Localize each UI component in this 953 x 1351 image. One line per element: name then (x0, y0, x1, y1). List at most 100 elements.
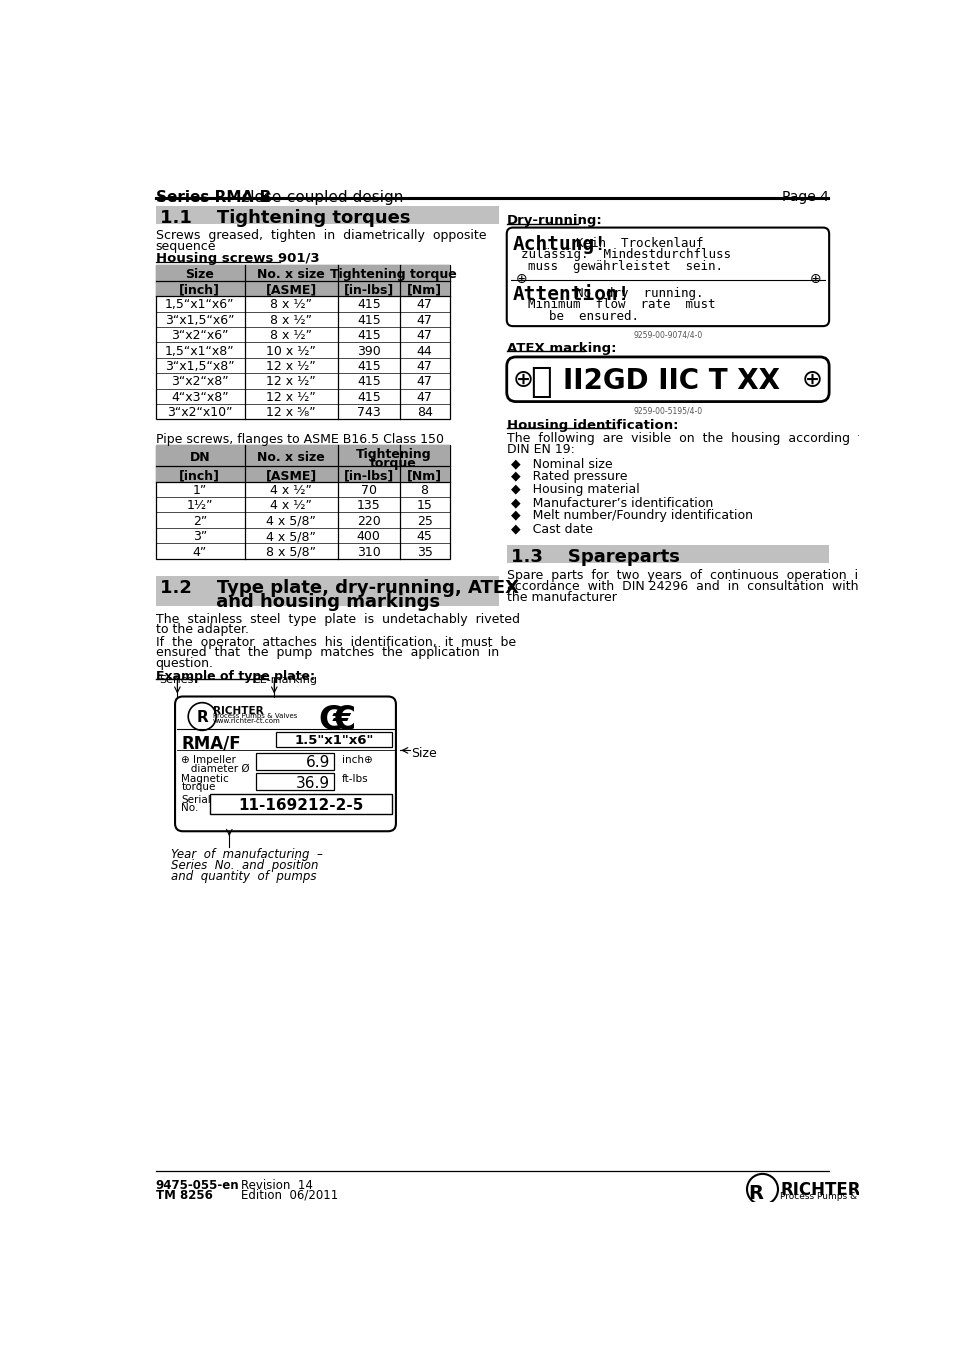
Text: 44: 44 (416, 345, 432, 358)
Text: €: € (332, 704, 355, 738)
Text: 390: 390 (356, 345, 380, 358)
Text: muss  gewährleistet  sein.: muss gewährleistet sein. (528, 259, 722, 273)
Text: 8: 8 (420, 484, 428, 497)
Text: www.richter-ct.com: www.richter-ct.com (213, 719, 280, 724)
Text: 47: 47 (416, 299, 432, 312)
Text: Edition  06/2011: Edition 06/2011 (241, 1189, 337, 1201)
Text: Tightening: Tightening (355, 447, 431, 461)
Text: [Nm]: [Nm] (407, 284, 441, 297)
Text: 4 x ½”: 4 x ½” (270, 500, 312, 512)
Text: 25: 25 (416, 515, 432, 528)
Text: 9259-00-9074/4-0: 9259-00-9074/4-0 (633, 331, 701, 339)
Text: Achtung!: Achtung! (513, 235, 606, 254)
Text: 47: 47 (416, 330, 432, 342)
Text: Housing screws 901/3: Housing screws 901/3 (155, 253, 319, 265)
Text: ⊕: ⊕ (809, 273, 821, 286)
Text: Example of type plate:: Example of type plate: (155, 670, 314, 682)
Text: RMA/F: RMA/F (181, 735, 240, 753)
Bar (155, 444, 450, 559)
Text: ⊕: ⊕ (513, 369, 534, 393)
Bar (155, 576, 498, 607)
Text: Size: Size (411, 747, 436, 759)
Text: 12 x ½”: 12 x ½” (266, 359, 315, 373)
Text: ⊕: ⊕ (801, 369, 822, 393)
Text: and  quantity  of  pumps: and quantity of pumps (171, 870, 316, 882)
Text: 135: 135 (356, 500, 380, 512)
Text: 2”: 2” (193, 515, 207, 528)
Text: [inch]: [inch] (179, 284, 220, 297)
Text: [ASME]: [ASME] (265, 284, 316, 297)
Text: II2GD IIC T XX: II2GD IIC T XX (562, 367, 779, 394)
FancyBboxPatch shape (506, 357, 828, 401)
Text: 47: 47 (416, 313, 432, 327)
Bar (256, 774, 334, 790)
Text: 11-169212-2-5: 11-169212-2-5 (237, 798, 363, 813)
Text: 4 x ½”: 4 x ½” (270, 484, 312, 497)
Text: 1.2    Type plate, dry-running, ATEX: 1.2 Type plate, dry-running, ATEX (160, 580, 518, 597)
Text: 1.5"x1"x6": 1.5"x1"x6" (294, 734, 374, 747)
Bar (275, 732, 392, 747)
Text: ◆   Manufacturer’s identification: ◆ Manufacturer’s identification (510, 496, 712, 509)
Text: ensured  that  the  pump  matches  the  application  in: ensured that the pump matches the applic… (155, 646, 498, 659)
Text: ◆   Rated pressure: ◆ Rated pressure (510, 470, 626, 484)
Text: 8 x ½”: 8 x ½” (270, 313, 312, 327)
Text: Page 4: Page 4 (781, 190, 828, 204)
Text: 70: 70 (360, 484, 376, 497)
Text: 12 x ⁵⁄₈”: 12 x ⁵⁄₈” (266, 407, 315, 419)
Text: RICHTER: RICHTER (780, 1181, 860, 1198)
Text: 12 x ½”: 12 x ½” (266, 376, 315, 388)
Text: ◆   Melt number/Foundry identification: ◆ Melt number/Foundry identification (510, 509, 752, 523)
Text: 8 x ½”: 8 x ½” (270, 330, 312, 342)
Text: Size: Size (185, 269, 214, 281)
Text: Minimum  flow  rate  must: Minimum flow rate must (528, 299, 715, 312)
Text: ft-lbs: ft-lbs (341, 774, 368, 785)
Text: diameter Ø: diameter Ø (181, 763, 250, 774)
Text: No. x size: No. x size (257, 269, 325, 281)
Text: [ASME]: [ASME] (265, 469, 316, 482)
Text: ⧖: ⧖ (530, 365, 551, 400)
Text: R: R (747, 1183, 762, 1202)
Text: ATEX marking:: ATEX marking: (506, 342, 616, 354)
Text: [in-lbs]: [in-lbs] (343, 284, 394, 297)
Text: Housing identification:: Housing identification: (506, 419, 678, 431)
Text: ⊕: ⊕ (516, 273, 527, 286)
Text: 3“x2“x10”: 3“x2“x10” (167, 407, 233, 419)
Text: the manufacturer: the manufacturer (506, 590, 616, 604)
Text: [Nm]: [Nm] (407, 469, 441, 482)
Bar (506, 544, 828, 563)
Text: 35: 35 (416, 546, 432, 558)
Text: No.: No. (181, 802, 198, 813)
Text: 415: 415 (356, 330, 380, 342)
Text: 743: 743 (356, 407, 380, 419)
Text: and housing markings: and housing markings (160, 593, 440, 611)
Bar (155, 205, 498, 224)
Text: Series: Series (159, 676, 193, 685)
Text: 3“x1,5“x6”: 3“x1,5“x6” (165, 313, 234, 327)
Bar (155, 281, 450, 296)
Text: Spare  parts  for  two  years  of  continuous  operation  in: Spare parts for two years of continuous … (506, 570, 864, 582)
Text: 3“x1,5“x8”: 3“x1,5“x8” (165, 359, 234, 373)
Text: 9259-00-5195/4-0: 9259-00-5195/4-0 (633, 407, 701, 415)
Text: Series RMA-B: Series RMA-B (155, 190, 271, 205)
Text: 3”: 3” (193, 530, 207, 543)
FancyBboxPatch shape (174, 697, 395, 831)
Text: 84: 84 (416, 407, 432, 419)
Text: 4 x 5/8”: 4 x 5/8” (266, 530, 315, 543)
Text: 47: 47 (416, 359, 432, 373)
Text: 36.9: 36.9 (295, 775, 330, 790)
Bar (155, 265, 450, 419)
Text: R: R (196, 709, 209, 724)
Text: Dry-running:: Dry-running: (506, 215, 602, 227)
Text: 9475-055-en: 9475-055-en (155, 1178, 239, 1192)
Text: RICHTER: RICHTER (213, 705, 263, 716)
Text: 47: 47 (416, 390, 432, 404)
Text: zulässig.  Mindestdurchfluss: zulässig. Mindestdurchfluss (520, 249, 730, 261)
Text: 220: 220 (356, 515, 380, 528)
Text: The  stainless  steel  type  plate  is  undetachably  riveted: The stainless steel type plate is undeta… (155, 612, 519, 626)
Text: Kein  Trockenlauf: Kein Trockenlauf (576, 236, 703, 250)
Text: 6.9: 6.9 (305, 755, 330, 770)
Bar (155, 466, 450, 482)
Text: torque: torque (370, 457, 416, 470)
Text: 415: 415 (356, 299, 380, 312)
Text: 4”: 4” (193, 546, 207, 558)
